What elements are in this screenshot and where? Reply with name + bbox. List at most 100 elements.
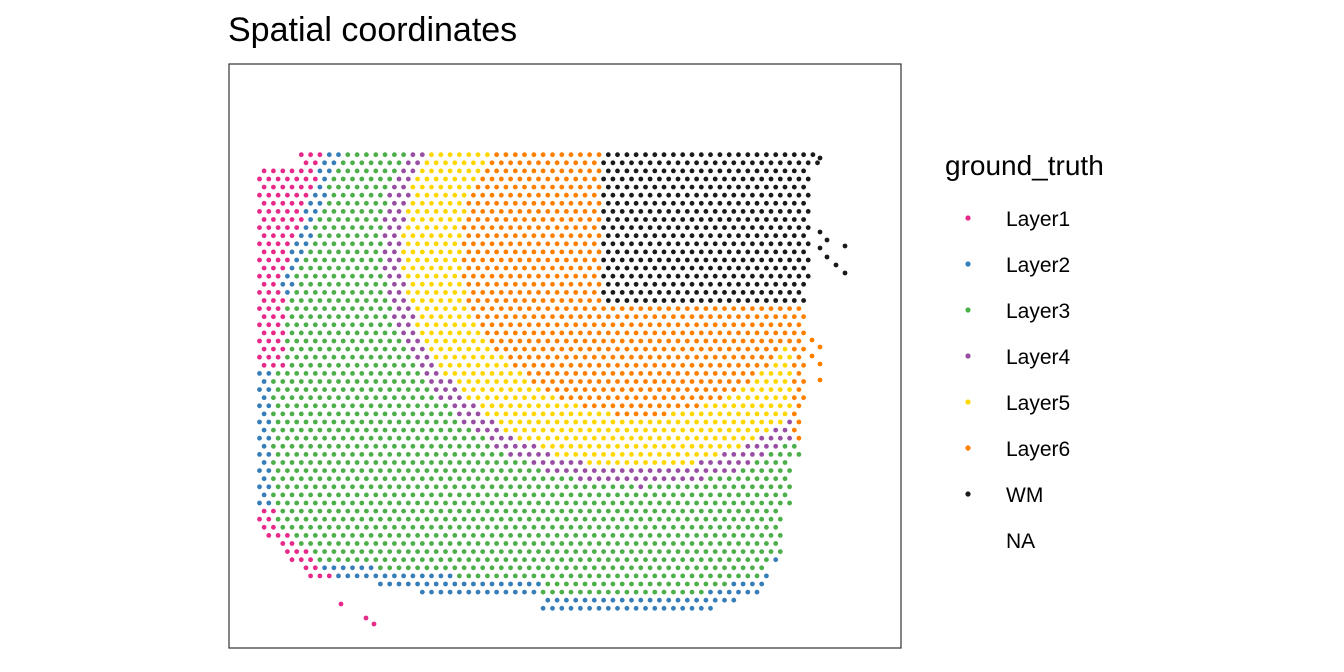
spot-point <box>508 371 513 376</box>
spot-point <box>447 411 453 417</box>
spot-point <box>457 168 462 174</box>
spot-point <box>615 298 620 303</box>
spot-point <box>736 379 741 384</box>
legend-label-layer2: Layer2 <box>1006 254 1070 277</box>
spot-point <box>647 338 653 344</box>
spot-point <box>624 443 630 449</box>
spot-point <box>396 549 402 554</box>
spot-point <box>671 573 676 579</box>
spot-point <box>531 362 537 368</box>
spot-point <box>740 500 746 506</box>
spot-point <box>354 411 360 417</box>
spot-point <box>777 435 783 441</box>
spot-point <box>336 411 341 417</box>
spot-point <box>768 176 774 182</box>
spot-point <box>364 200 369 206</box>
spot-point <box>703 403 709 409</box>
spot-point <box>368 192 374 198</box>
spot-point <box>754 573 760 579</box>
spot-point <box>331 435 337 441</box>
spot-point <box>759 371 765 376</box>
spot-point <box>340 387 346 392</box>
spot-point <box>261 298 267 303</box>
spot-point <box>536 241 541 247</box>
spot-point <box>387 225 393 231</box>
spot-point <box>322 500 327 506</box>
spot-point <box>489 241 495 247</box>
spot-point <box>433 484 439 490</box>
spot-point <box>512 524 518 530</box>
spot-point <box>433 322 439 328</box>
spot-point <box>601 338 606 344</box>
spot-point <box>559 346 565 352</box>
spot-point <box>619 403 625 409</box>
spot-point <box>559 589 565 595</box>
spot-point <box>447 217 453 222</box>
spot-point <box>680 346 686 352</box>
spot-point <box>666 452 672 457</box>
spot-point <box>289 330 295 336</box>
spot-point <box>578 573 583 579</box>
spot-point <box>629 403 634 409</box>
spot-point <box>596 233 602 239</box>
spot-point <box>340 160 346 166</box>
spot-point <box>354 249 360 255</box>
spot-point <box>550 298 555 303</box>
spot-point <box>326 217 332 222</box>
spot-point <box>601 192 606 198</box>
spot-point <box>712 597 718 603</box>
spot-point <box>643 249 648 255</box>
spot-point <box>419 168 425 174</box>
spot-point <box>498 354 504 360</box>
spot-point <box>773 217 779 222</box>
spot-point <box>773 492 779 498</box>
spot-point <box>345 443 351 449</box>
spot-point <box>536 549 541 554</box>
spot-point <box>722 306 727 311</box>
spot-point <box>568 265 574 271</box>
spot-point <box>312 549 318 554</box>
spot-point <box>605 379 611 384</box>
spot-point <box>526 306 532 311</box>
spot-point <box>359 403 365 409</box>
spot-point <box>759 354 765 360</box>
spot-point <box>582 160 588 166</box>
spot-point <box>796 225 802 231</box>
spot-point <box>587 265 592 271</box>
spot-point <box>591 338 597 344</box>
spot-point <box>689 476 695 482</box>
spot-point <box>475 541 481 546</box>
spot-point <box>559 265 565 271</box>
spot-point <box>736 557 741 563</box>
spot-point <box>596 524 602 530</box>
spot-point <box>345 314 351 320</box>
spot-point <box>587 379 592 384</box>
spot-point <box>392 298 397 303</box>
spot-point <box>387 581 393 587</box>
spot-point <box>257 516 262 522</box>
spot-point <box>471 549 476 554</box>
spot-point <box>582 419 588 425</box>
spot-point <box>387 549 393 554</box>
spot-point <box>536 338 541 344</box>
spot-point <box>317 265 323 271</box>
spot-point <box>285 241 290 247</box>
spot-point <box>801 395 806 401</box>
spot-point <box>624 249 630 255</box>
spot-point <box>615 541 620 546</box>
spot-point <box>266 500 272 506</box>
spot-point <box>368 209 374 214</box>
spot-point <box>573 273 579 279</box>
spot-point <box>531 427 537 433</box>
spot-point <box>759 452 765 457</box>
spot-point <box>285 468 290 473</box>
spot-point <box>489 435 495 441</box>
spot-point <box>517 160 523 166</box>
spot-point <box>740 160 746 166</box>
spot-point <box>633 541 639 546</box>
spot-point <box>317 508 323 514</box>
spot-point <box>461 387 467 392</box>
spot-point <box>503 411 509 417</box>
spot-point <box>624 557 630 563</box>
spot-point <box>787 484 792 490</box>
